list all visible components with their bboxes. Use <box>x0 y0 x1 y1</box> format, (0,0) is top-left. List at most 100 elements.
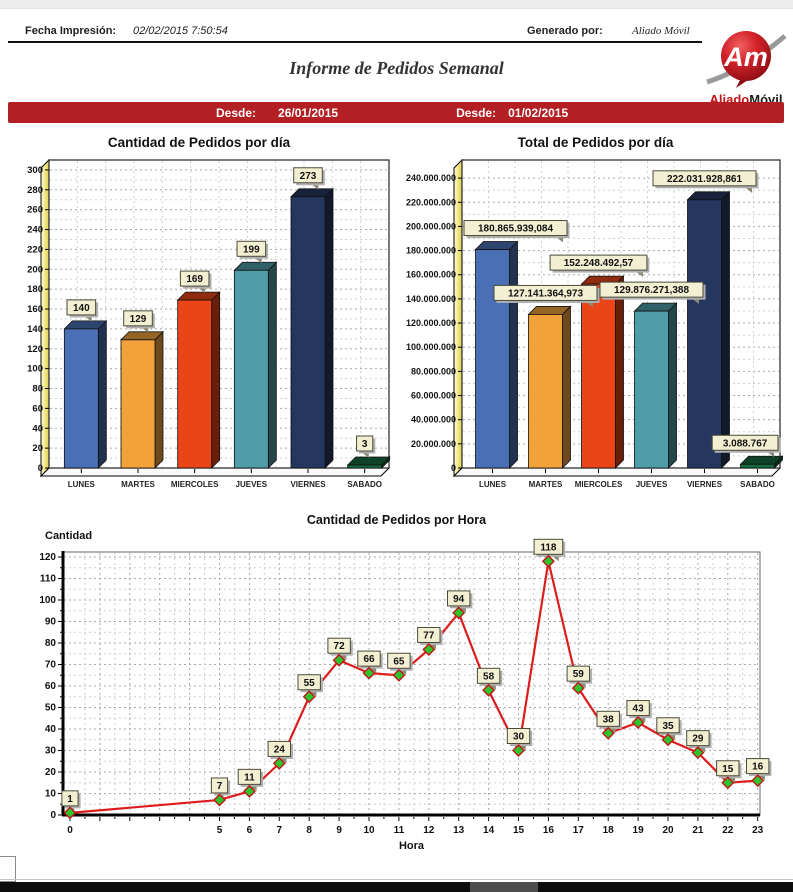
svg-text:12: 12 <box>423 825 435 836</box>
svg-text:50: 50 <box>45 703 57 714</box>
bar-chart-total-por-dia: 0 20.000.000 40.000.000 60.000.000 80.000.00… <box>405 158 783 489</box>
svg-text:220: 220 <box>27 244 43 255</box>
svg-text:23: 23 <box>752 825 764 836</box>
svg-text:90: 90 <box>45 617 57 628</box>
svg-text:118: 118 <box>540 542 557 553</box>
logo-monogram: Am <box>723 42 768 72</box>
svg-text:24: 24 <box>274 744 286 755</box>
svg-text:300: 300 <box>27 165 43 176</box>
svg-text:16: 16 <box>543 825 555 836</box>
svg-text:20.000.000: 20.000.000 <box>410 439 455 449</box>
svg-text:MARTES: MARTES <box>528 480 562 489</box>
svg-text:JUEVES: JUEVES <box>236 480 268 489</box>
generado-por-label: Generado por: <box>527 25 603 37</box>
svg-text:SABADO: SABADO <box>740 480 775 489</box>
desde2-value: 01/02/2015 <box>508 105 569 120</box>
svg-text:15: 15 <box>722 764 734 775</box>
svg-text:21: 21 <box>692 825 704 836</box>
svg-text:140: 140 <box>27 324 43 335</box>
svg-text:110: 110 <box>40 574 57 585</box>
svg-text:94: 94 <box>453 594 465 605</box>
svg-text:65: 65 <box>393 656 405 667</box>
svg-text:72: 72 <box>334 641 346 652</box>
svg-text:MARTES: MARTES <box>121 480 155 489</box>
svg-text:17: 17 <box>573 825 585 836</box>
desde1-value: 26/01/2015 <box>278 105 339 120</box>
svg-text:169: 169 <box>186 274 203 285</box>
svg-text:9: 9 <box>336 825 342 836</box>
chart1-title: Cantidad de Pedidos por día <box>107 135 291 150</box>
svg-text:6: 6 <box>247 825 253 836</box>
svg-text:11: 11 <box>244 772 255 783</box>
svg-text:LUNES: LUNES <box>478 480 506 489</box>
generado-por-value: Aliado Móvil <box>632 25 690 37</box>
scrollbar-thumb[interactable] <box>470 882 538 892</box>
page-title: Informe de Pedidos Semanal <box>289 58 504 78</box>
svg-text:55: 55 <box>304 678 316 689</box>
chart-total-pedidos-dia: Total de Pedidos por día 0 20.000.000 40.0… <box>398 132 793 498</box>
svg-text:140: 140 <box>73 303 90 314</box>
svg-text:60: 60 <box>32 403 43 414</box>
svg-text:SABADO: SABADO <box>347 480 382 489</box>
svg-text:VIERNES: VIERNES <box>686 480 722 489</box>
svg-text:220.000.000: 220.000.000 <box>405 197 455 207</box>
svg-text:22: 22 <box>722 825 734 836</box>
chart-cantidad-pedidos-dia: Cantidad de Pedidos por día 0 20 40 60 80 100… <box>0 132 398 498</box>
svg-text:100: 100 <box>39 595 56 606</box>
footer-hairline <box>0 879 793 880</box>
svg-text:14: 14 <box>483 825 495 836</box>
svg-text:30: 30 <box>45 746 57 757</box>
logo-balloon-icon: Am <box>706 31 787 88</box>
svg-text:120: 120 <box>27 344 43 355</box>
svg-text:7: 7 <box>277 825 283 836</box>
svg-text:58: 58 <box>483 671 495 682</box>
svg-text:40: 40 <box>32 423 43 434</box>
svg-text:180.000.000: 180.000.000 <box>405 246 455 256</box>
svg-text:19: 19 <box>633 825 645 836</box>
svg-text:LUNES: LUNES <box>68 480 96 489</box>
svg-text:Hora: Hora <box>399 840 425 852</box>
svg-text:240: 240 <box>27 225 43 236</box>
svg-text:3: 3 <box>362 439 368 450</box>
svg-text:5: 5 <box>217 825 223 836</box>
svg-text:30: 30 <box>513 732 525 743</box>
svg-text:160.000.000: 160.000.000 <box>405 270 455 280</box>
svg-text:8: 8 <box>306 825 312 836</box>
svg-text:20: 20 <box>662 825 674 836</box>
svg-text:127.141.364,973: 127.141.364,973 <box>507 288 583 299</box>
svg-text:40: 40 <box>45 724 57 735</box>
svg-text:0: 0 <box>38 463 43 474</box>
svg-text:10: 10 <box>45 789 57 800</box>
svg-text:280: 280 <box>27 185 43 196</box>
svg-text:60.000.000: 60.000.000 <box>410 391 455 401</box>
svg-text:200.000.000: 200.000.000 <box>405 221 455 231</box>
svg-text:180: 180 <box>27 284 43 295</box>
svg-text:3.088.767: 3.088.767 <box>722 438 767 449</box>
svg-text:1: 1 <box>67 794 73 805</box>
svg-text:120.000.000: 120.000.000 <box>405 318 455 328</box>
svg-text:77: 77 <box>423 630 435 641</box>
chart3-title: Cantidad de Pedidos por Hora <box>306 513 487 527</box>
svg-text:273: 273 <box>300 171 317 182</box>
svg-text:100.000.000: 100.000.000 <box>405 342 455 352</box>
svg-text:40.000.000: 40.000.000 <box>410 415 455 425</box>
svg-text:152.248.492,57: 152.248.492,57 <box>563 258 633 269</box>
svg-text:38: 38 <box>603 714 615 725</box>
horizontal-scrollbar[interactable] <box>0 882 793 892</box>
svg-text:80: 80 <box>32 384 43 395</box>
bar-chart-cantidad-por-dia: 0 20 40 60 80 100 120 140 160 180 200 220 240 260 280 3… <box>27 158 391 489</box>
svg-text:140.000.000: 140.000.000 <box>405 294 455 304</box>
svg-text:16: 16 <box>752 762 764 773</box>
svg-text:199: 199 <box>243 244 260 255</box>
svg-text:0: 0 <box>50 810 56 821</box>
svg-text:160: 160 <box>27 304 43 315</box>
charts-row: Cantidad de Pedidos por día 0 20 40 60 80 100… <box>0 132 793 498</box>
svg-text:80.000.000: 80.000.000 <box>410 366 455 376</box>
svg-text:MIERCOLES: MIERCOLES <box>171 480 219 489</box>
date-range-band: Desde: 26/01/2015 Desde: 01/02/2015 <box>8 102 784 123</box>
svg-text:20: 20 <box>32 443 43 454</box>
svg-text:MIERCOLES: MIERCOLES <box>574 480 622 489</box>
svg-text:20: 20 <box>45 767 57 778</box>
